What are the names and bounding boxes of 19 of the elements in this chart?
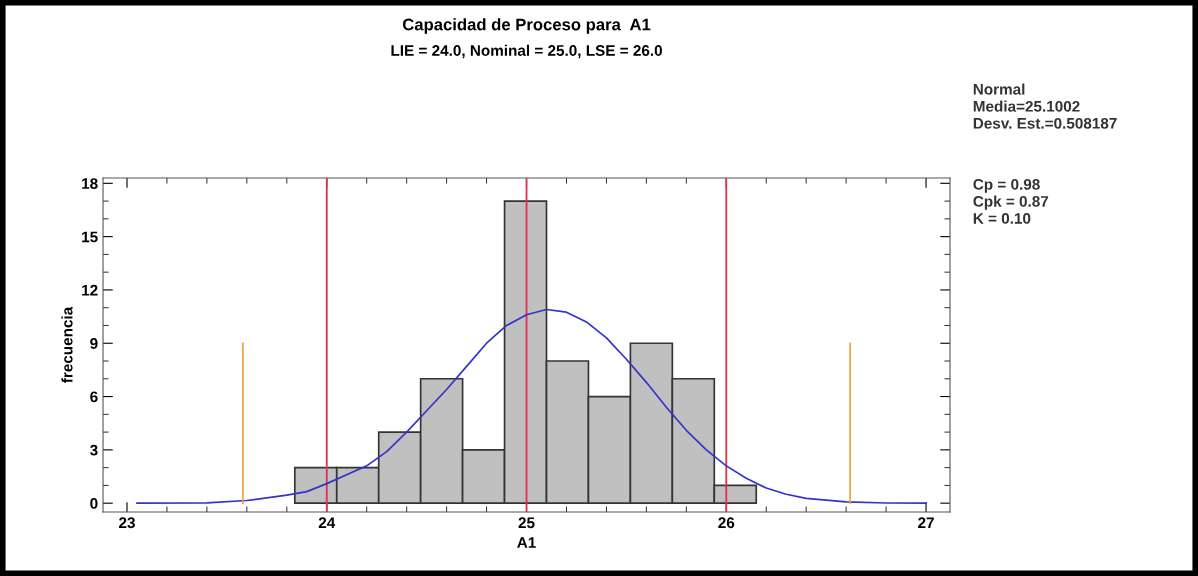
y-tick-label: 12 xyxy=(82,284,98,296)
y-tick-label: 0 xyxy=(90,498,98,509)
y-tick-label: 15 xyxy=(82,231,98,243)
x-tick-label: 23 xyxy=(119,517,135,529)
x-tick-label: 27 xyxy=(918,517,934,528)
y-tick-label: 9 xyxy=(90,338,98,349)
text: Normal Media=25.1002 Desv. Est.=0.508187 xyxy=(973,83,1117,129)
line-series xyxy=(136,308,927,505)
chart-title: Capacidad de Proceso para A1 xyxy=(402,18,651,34)
y-tick-label: 6 xyxy=(90,391,98,403)
y-tick-label: 3 xyxy=(90,444,98,456)
y-axis-title: frecuencia xyxy=(61,306,73,383)
x-tick-label: 25 xyxy=(518,517,535,529)
text: Cp = 0.98 Cpk = 0.87 K = 0.10 xyxy=(973,178,1049,224)
x-tick-label: 26 xyxy=(718,517,735,529)
chart-subtitle: LIE = 24.0, Nominal = 25.0, LSE = 26.0 xyxy=(391,44,662,59)
x-axis-title: A1 xyxy=(517,537,536,548)
y-tick-label: 18 xyxy=(82,178,98,189)
x-tick-label: 24 xyxy=(318,517,336,528)
